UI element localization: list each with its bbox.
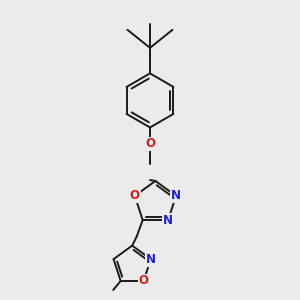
Text: N: N xyxy=(146,253,156,266)
Text: N: N xyxy=(163,214,173,226)
Text: O: O xyxy=(145,137,155,151)
Text: O: O xyxy=(130,189,140,203)
Text: O: O xyxy=(139,274,149,287)
Text: N: N xyxy=(171,189,181,203)
